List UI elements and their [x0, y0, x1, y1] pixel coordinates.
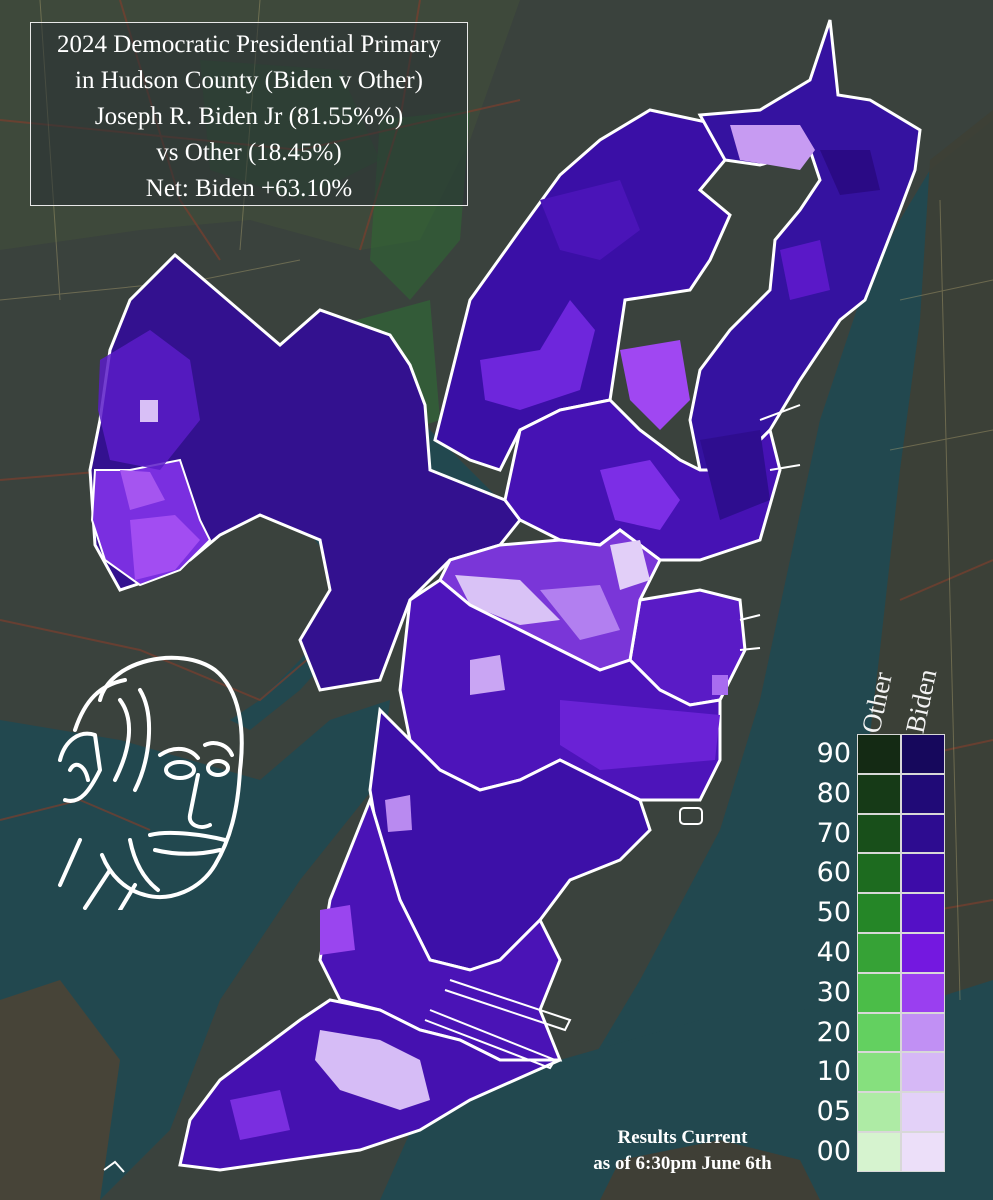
north-bergen-light-precinct [620, 340, 690, 430]
footnote-line-2: as of 6:30pm June 6th [593, 1153, 772, 1174]
jc-greenville-light-precinct [385, 795, 412, 832]
legend-row: 80 [817, 773, 945, 814]
harrison-precinct-b [120, 470, 165, 510]
legend-swatch-biden [901, 813, 945, 854]
legend-row: 05 [817, 1092, 945, 1132]
legend-swatch-biden [901, 893, 945, 933]
legend-swatch-biden [901, 734, 945, 774]
island-outline [679, 807, 703, 825]
staten-land [600, 1140, 820, 1200]
weehawken-precincts [700, 430, 770, 520]
legend-swatch-other [857, 932, 901, 973]
results-footnote: Results Current as of 6:30pm June 6th [575, 1125, 790, 1177]
legend-swatch-biden [901, 853, 945, 894]
legend-tick-label: 90 [816, 738, 851, 769]
legend-swatch-other [857, 813, 901, 854]
footnote-line-1: Results Current [617, 1127, 748, 1148]
title-line-1: 2024 Democratic Presidential Primary [57, 31, 441, 58]
legend-swatch-biden [901, 773, 945, 814]
hoboken-light-precinct [712, 675, 728, 695]
harrison-light-precincts [130, 515, 200, 580]
legend-swatch-biden [901, 1131, 945, 1172]
islet-outline [103, 1160, 125, 1173]
west-new-york-light-precinct [730, 125, 815, 170]
hudson-county-map [88, 19, 922, 1173]
legend-tick-label: 05 [816, 1096, 851, 1128]
bayonne-light-precinct [315, 1030, 430, 1110]
legend-swatch-biden [901, 932, 945, 973]
legend-swatch-biden [901, 1092, 945, 1132]
legend-tick-label: 40 [816, 936, 851, 968]
legend-tick-label: 70 [816, 817, 851, 849]
union-city-precincts [600, 460, 680, 530]
legend-swatch-other [857, 1092, 901, 1132]
north-bergen-precincts-b [540, 180, 640, 260]
legend-tick-label: 60 [816, 857, 851, 889]
jc-heights-precinct-b [540, 585, 620, 640]
jc-light-precinct [470, 655, 505, 695]
title-line-4: vs Other (18.45%) [156, 139, 342, 166]
title-line-3: Joseph R. Biden Jr (81.55%%) [94, 103, 404, 130]
north-bergen-precincts [480, 300, 595, 410]
legend-swatch-other [857, 1052, 901, 1093]
bayonne-north-precinct [320, 905, 355, 955]
title-line-5: Net: Biden +63.10% [145, 175, 353, 202]
legend-swatch-biden [901, 1052, 945, 1093]
legend-swatch-other [857, 1012, 901, 1053]
legend-swatch-other [857, 853, 901, 894]
guttenberg-precinct [780, 240, 830, 300]
legend-row: 70 [817, 813, 945, 854]
jc-heights-precinct-c [610, 540, 650, 590]
map-title-box: 2024 Democratic Presidential Primary in … [30, 22, 468, 206]
legend-swatch-biden [901, 972, 945, 1013]
legend: 90 80 70 60 50 40 30 20 10 05 00 [817, 734, 945, 1172]
jc-downtown-precincts [560, 700, 720, 770]
legend-tick-label: 80 [816, 777, 851, 809]
legend-row: 50 [817, 893, 945, 933]
legend-tick-label: 50 [816, 897, 851, 929]
legend-tick-label: 20 [816, 1016, 851, 1048]
bayonne-south-precinct [230, 1090, 290, 1140]
kearny-light-precinct [140, 400, 158, 422]
west-new-york-dark-precinct [820, 150, 880, 195]
legend-swatch-biden [901, 1012, 945, 1053]
legend-row: 40 [817, 932, 945, 973]
legend-row: 20 [817, 1012, 945, 1053]
legend-row: 10 [817, 1052, 945, 1093]
legend-swatch-other [857, 893, 901, 933]
legend-tick-label: 30 [816, 976, 851, 1008]
port-newark-land [0, 980, 120, 1200]
jc-heights-light-precinct [455, 575, 560, 625]
legend-swatch-other [857, 773, 901, 814]
portrait-icon [58, 655, 244, 910]
legend-swatch-other [857, 972, 901, 1013]
legend-row: 60 [817, 853, 945, 894]
legend-row: 30 [817, 972, 945, 1013]
legend-swatch-other [857, 734, 901, 774]
legend-tick-label: 00 [816, 1135, 851, 1167]
legend-row: 00 [817, 1131, 945, 1172]
upper-bay [380, 1000, 993, 1200]
piers [424, 404, 801, 1070]
legend-swatch-other [857, 1131, 901, 1172]
title-line-2: in Hudson County (Biden v Other) [75, 67, 423, 94]
legend-tick-label: 10 [816, 1056, 851, 1088]
legend-row: 90 [817, 734, 945, 774]
